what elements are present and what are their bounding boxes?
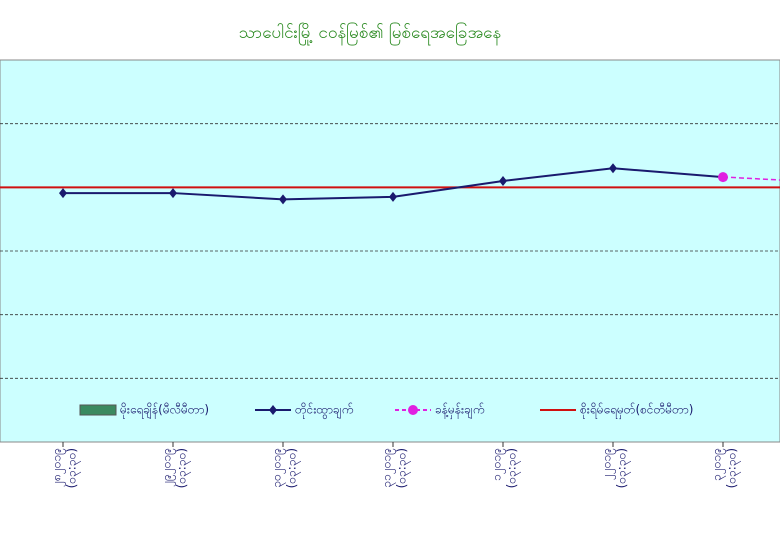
x-tick-time: (၀၃:၃၀) (615, 448, 632, 488)
point (59, 188, 67, 199)
legend-label: မိုးရေချိန်(မီလီမီတာ) (120, 402, 209, 420)
point (279, 194, 287, 205)
legend-label: တိုင်းထွာချက် (295, 402, 353, 420)
x-tick-time: (၀၃:၃၀) (175, 448, 192, 488)
forecast-stub (722, 176, 780, 181)
point (169, 188, 177, 199)
point (499, 175, 507, 186)
chart-title: သာပေါင်းမြို့ ငဝန်မြစ်၏ မြစ်ရေအခြေအနေ (239, 21, 501, 46)
x-tick-time: (၀၃:၃၀) (65, 448, 82, 488)
x-tick-label: ၂၉၂၀၁၉ (160, 448, 177, 487)
legend-swatch (79, 404, 117, 416)
legend-label: ခန့်မှန်းချက် (435, 402, 484, 420)
x-tick-label: ၃၁၂၀၁၉ (380, 448, 397, 488)
x-tick-label: ၁၂၀၁၉ (490, 448, 507, 481)
point (389, 191, 397, 202)
point (718, 172, 728, 183)
x-tick-time: (၀၃:၃၀) (505, 448, 522, 488)
x-tick-label: ၃၂၀၁၉ (710, 448, 727, 481)
x-tick-label: ၃၀၂၀၁၉ (270, 448, 287, 488)
x-tick-label: ၂၈၂၀၁၉ (50, 448, 67, 487)
legend-marker (408, 405, 418, 415)
point (609, 163, 617, 174)
x-tick-time: (၀၃:၃၀) (285, 448, 302, 488)
x-tick-label: ၂၂၀၁၉ (600, 448, 617, 480)
x-tick-time: (၀၃:၃၀) (725, 448, 742, 488)
legend-marker (269, 405, 277, 415)
x-tick-time: (၀၃:၃၀) (395, 448, 412, 488)
legend-label: စိုးရိမ်ရေမှတ်(စင်တီမီတာ) (580, 402, 693, 420)
